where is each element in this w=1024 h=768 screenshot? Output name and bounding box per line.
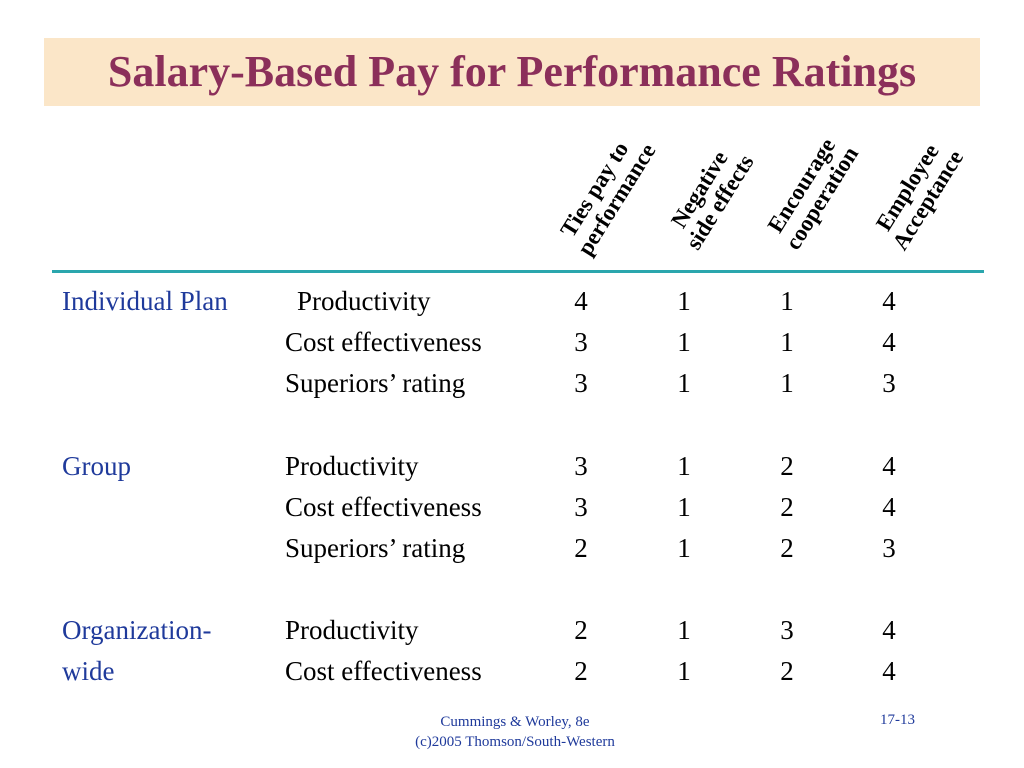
rating-cell: 3 bbox=[882, 533, 896, 563]
rating-cell: 4 bbox=[882, 451, 896, 481]
criterion-label: Productivity bbox=[285, 615, 419, 645]
rating-cell: 1 bbox=[677, 533, 691, 563]
rating-cell: 4 bbox=[882, 286, 896, 316]
group-label-organization-wide: Organization- bbox=[62, 615, 212, 645]
rating-cell: 2 bbox=[574, 615, 588, 645]
rating-cell: 1 bbox=[780, 286, 794, 316]
rating-cell: 2 bbox=[780, 656, 794, 686]
footer-citation: Cummings & Worley, 8e (c)2005 Thomson/So… bbox=[380, 712, 650, 752]
rating-cell: 2 bbox=[780, 492, 794, 522]
header-rule bbox=[52, 270, 984, 273]
rating-cell: 3 bbox=[574, 327, 588, 357]
rating-cell: 3 bbox=[574, 451, 588, 481]
rating-cell: 4 bbox=[882, 615, 896, 645]
footer-line: Cummings & Worley, 8e bbox=[440, 714, 590, 730]
rating-cell: 3 bbox=[574, 368, 588, 398]
rating-cell: 1 bbox=[780, 327, 794, 357]
group-label-group: Group bbox=[62, 451, 131, 481]
rating-cell: 2 bbox=[574, 656, 588, 686]
footer-line: (c)2005 Thomson/South-Western bbox=[415, 734, 615, 750]
rating-cell: 4 bbox=[882, 492, 896, 522]
rating-cell: 2 bbox=[780, 533, 794, 563]
title-banner: Salary-Based Pay for Performance Ratings bbox=[44, 38, 980, 106]
rating-cell: 3 bbox=[780, 615, 794, 645]
rating-cell: 1 bbox=[677, 451, 691, 481]
page-number: 17-13 bbox=[880, 712, 915, 728]
rating-cell: 1 bbox=[677, 368, 691, 398]
group-label-organization-wide-line2: wide bbox=[62, 656, 115, 686]
rating-cell: 4 bbox=[882, 656, 896, 686]
group-label-individual: Individual Plan bbox=[62, 286, 228, 316]
rating-cell: 4 bbox=[574, 286, 588, 316]
criterion-label: Cost effectiveness bbox=[285, 327, 482, 357]
criterion-label: Productivity bbox=[285, 451, 419, 481]
rating-cell: 3 bbox=[882, 368, 896, 398]
rating-cell: 2 bbox=[780, 451, 794, 481]
rating-cell: 1 bbox=[677, 327, 691, 357]
rating-cell: 1 bbox=[677, 615, 691, 645]
rating-cell: 1 bbox=[677, 492, 691, 522]
rating-cell: 1 bbox=[677, 656, 691, 686]
criterion-label: Productivity bbox=[297, 286, 431, 316]
criterion-label: Cost effectiveness bbox=[285, 492, 482, 522]
rating-cell: 3 bbox=[574, 492, 588, 522]
criterion-label: Superiors’ rating bbox=[285, 368, 466, 398]
rating-cell: 1 bbox=[677, 286, 691, 316]
rating-cell: 1 bbox=[780, 368, 794, 398]
criterion-label: Superiors’ rating bbox=[285, 533, 466, 563]
slide-title: Salary-Based Pay for Performance Ratings bbox=[107, 47, 917, 96]
criterion-label: Cost effectiveness bbox=[285, 656, 482, 686]
rating-cell: 4 bbox=[882, 327, 896, 357]
rating-cell: 2 bbox=[574, 533, 588, 563]
